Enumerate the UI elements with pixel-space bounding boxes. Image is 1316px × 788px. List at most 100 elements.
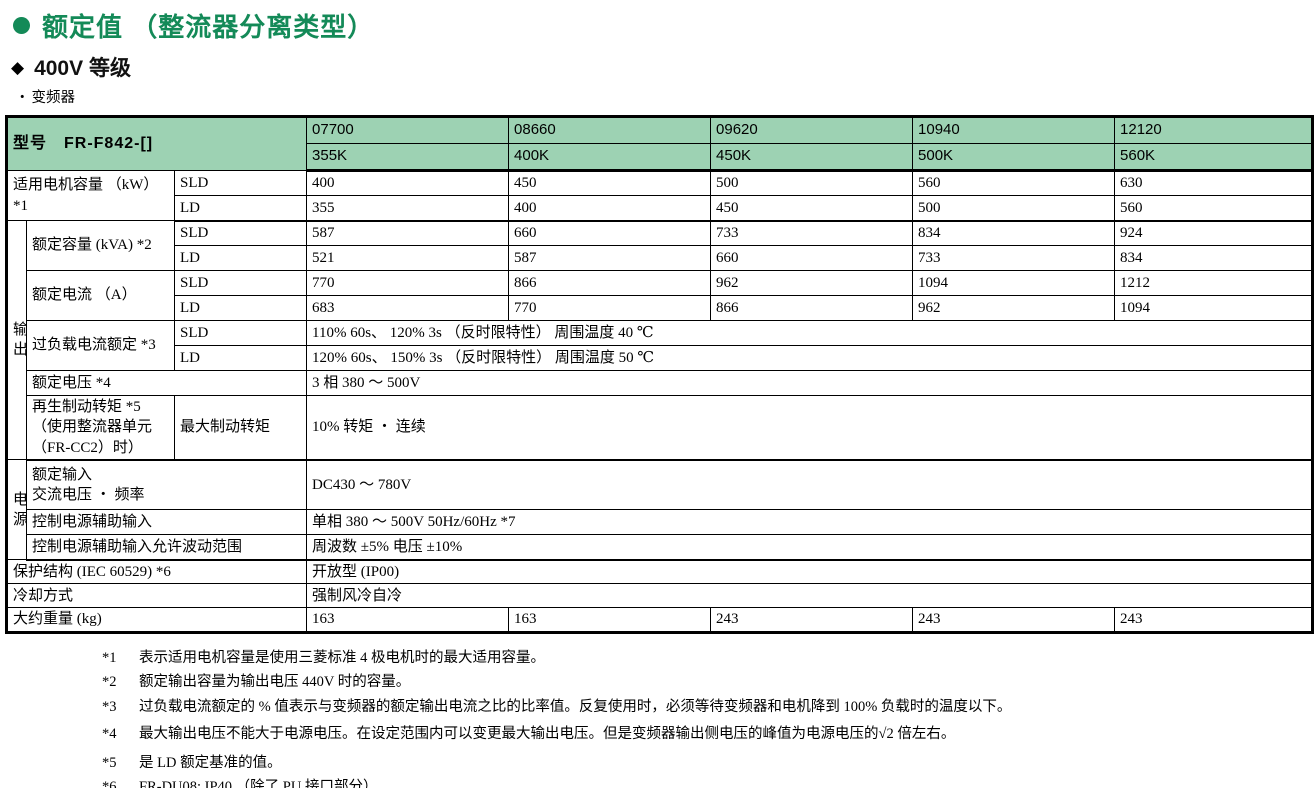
- row-rated-input: 电 源 额定输入 交流电压 ・ 频率 DC430 ～ 780V: [6, 459, 1314, 561]
- footnote-2-marker: *2: [102, 674, 117, 691]
- green-bullet-icon: [13, 16, 30, 34]
- motor-capacity-sld-3: 560: [912, 170, 1116, 196]
- footnote-6-marker: *6: [102, 779, 117, 788]
- row-control-power-fluct: 控制电源辅助输入允许波动范围 周波数 ±5% 电压 ±10%: [7, 534, 1314, 561]
- motor-capacity-ld-3: 500: [912, 195, 1116, 222]
- column-header-capacity-3: 500K: [912, 143, 1116, 172]
- footnote-6-text: FR-DU08: IP40 （除了 PU 接口部分）: [139, 779, 378, 788]
- rated-current-ld-2: 866: [710, 295, 914, 321]
- overload-ld-value: 120% 60s、 150% 3s （反时限特性） 周围温度 50 ℃: [306, 345, 1314, 371]
- row-rated-current-ld: LD 683 770 866 962 1094: [7, 295, 1314, 321]
- protection-value: 开放型 (IP00): [306, 559, 1314, 585]
- row-control-power: 控制电源辅助输入 单相 380 ～ 500V 50Hz/60Hz *7: [7, 509, 1314, 536]
- overload-label: 过负载电流额定 *3: [26, 320, 175, 371]
- control-power-fluct-label: 控制电源辅助输入允许波动范围: [25, 534, 308, 561]
- rated-input-label: 额定输入 交流电压 ・ 频率: [25, 459, 308, 511]
- page-title: 额定值 （整流器分离类型）: [42, 11, 375, 42]
- rated-capacity-sld-3: 834: [912, 220, 1116, 246]
- footnote-3: *3 过负载电流额定的 % 值表示与变频器的额定输出电流之比的比率值。反复使用时…: [102, 698, 1311, 718]
- cooling-value: 强制风冷自冷: [306, 583, 1314, 609]
- row-cooling: 冷却方式 强制风冷自冷: [5, 583, 1314, 609]
- rated-capacity-label: 额定容量 (kVA) *2: [26, 220, 175, 271]
- motor-capacity-label: 适用电机容量 （kW）*1: [6, 170, 175, 221]
- overload-sld-value: 110% 60s、 120% 3s （反时限特性） 周围温度 40 ℃: [306, 320, 1314, 346]
- row-regen-brake: 再生制动转矩 *5 （使用整流器单元 （FR-CC2）时） 最大制动转矩 10%…: [7, 394, 1314, 461]
- row-overload-ld: LD 120% 60s、 150% 3s （反时限特性） 周围温度 50 ℃: [7, 345, 1314, 371]
- overload-sld-sub: SLD: [173, 320, 308, 346]
- rated-voltage-value: 3 相 380 ～ 500V: [306, 370, 1314, 396]
- footnote-4-text: 最大输出电压不能大于电源电压。在设定范围内可以变更最大输出电压。但是变频器输出侧…: [139, 726, 956, 743]
- row-rated-current-sld: 额定电流 （A） SLD 770 866 962 1094 1212: [7, 270, 1314, 321]
- regen-brake-sub: 最大制动转矩: [173, 394, 308, 461]
- column-header-capacity-0: 355K: [306, 143, 510, 172]
- row-protection: 保护结构 (IEC 60529) *6 开放型 (IP00): [5, 559, 1314, 585]
- motor-capacity-sld-0: 400: [306, 170, 510, 196]
- weight-2: 243: [710, 607, 914, 633]
- regen-brake-label: 再生制动转矩 *5 （使用整流器单元 （FR-CC2）时）: [26, 394, 175, 461]
- device-type-label: 变频器: [31, 90, 76, 106]
- footnote-5: *5 是 LD 额定基准的值。: [102, 754, 1311, 774]
- rated-capacity-ld-sub: LD: [173, 245, 308, 271]
- control-power-fluct-value: 周波数 ±5% 电压 ±10%: [306, 534, 1314, 561]
- column-header-capacity-4: 560K: [1114, 143, 1314, 172]
- row-weight: 大约重量 (kg) 163 163 243 243 243: [5, 607, 1314, 633]
- rated-current-sld-1: 866: [508, 270, 712, 296]
- footnote-4: *4 最大输出电压不能大于电源电压。在设定范围内可以变更最大输出电压。但是变频器…: [102, 725, 1311, 745]
- rated-capacity-sld-sub: SLD: [173, 220, 308, 246]
- row-rated-voltage: 额定电压 *4 3 相 380 ～ 500V: [7, 370, 1314, 396]
- row-overload-sld: 过负载电流额定 *3 SLD 110% 60s、 120% 3s （反时限特性）…: [7, 320, 1314, 371]
- rated-capacity-sld-0: 587: [306, 220, 510, 246]
- weight-1: 163: [508, 607, 712, 633]
- footnote-3-text: 过负载电流额定的 % 值表示与变频器的额定输出电流之比的比率值。反复使用时，必须…: [139, 698, 1012, 715]
- rated-current-ld-0: 683: [306, 295, 510, 321]
- rated-capacity-sld-2: 733: [710, 220, 914, 246]
- rated-input-value: DC430 ～ 780V: [306, 459, 1314, 511]
- column-header-code-0: 07700: [306, 116, 510, 144]
- voltage-class-row: ◆ 400V 等级: [11, 54, 1311, 80]
- motor-capacity-ld-sub: LD: [173, 195, 308, 222]
- column-header-code-2: 09620: [710, 116, 914, 144]
- regen-brake-value: 10% 转矩 ・ 连续: [306, 394, 1314, 461]
- diamond-icon: ◆: [11, 57, 25, 77]
- rated-current-sld-2: 962: [710, 270, 914, 296]
- header-row-capacities: 355K 400K 450K 500K 560K: [7, 143, 1314, 172]
- control-power-value: 单相 380 ～ 500V 50Hz/60Hz *7: [306, 509, 1314, 536]
- rated-voltage-label: 额定电压 *4: [25, 370, 308, 396]
- overload-ld-sub: LD: [173, 345, 308, 371]
- motor-capacity-ld-0: 355: [306, 195, 510, 222]
- header-row-codes: 型号 FR-F842-[] 07700 08660 09620 10940 12…: [5, 116, 1314, 171]
- footnote-6: *6 FR-DU08: IP40 （除了 PU 接口部分）: [102, 778, 1311, 788]
- row-motor-capacity-sld: 适用电机容量 （kW）*1 SLD 400 450 500 560 630: [6, 170, 1314, 221]
- weight-label: 大约重量 (kg): [5, 607, 308, 633]
- motor-capacity-ld-4: 560: [1114, 195, 1314, 222]
- spec-table: 型号 FR-F842-[] 07700 08660 09620 10940 12…: [5, 115, 1315, 634]
- section-title-row: 额定值 （整流器分离类型）: [13, 10, 1311, 42]
- output-group-label: 输 出: [6, 219, 27, 461]
- column-header-capacity-1: 400K: [508, 143, 712, 172]
- dot-bullet-icon: ・: [15, 90, 30, 106]
- motor-capacity-sld-2: 500: [710, 170, 914, 196]
- rated-current-sld-sub: SLD: [173, 270, 308, 296]
- rated-current-sld-3: 1094: [912, 270, 1116, 296]
- row-motor-capacity-ld: LD 355 400 450 500 560: [7, 195, 1314, 222]
- footnotes: *1 表示适用电机容量是使用三菱标准 4 极电机时的最大适用容量。 *2 额定输…: [102, 649, 1311, 788]
- rated-current-label: 额定电流 （A）: [26, 270, 175, 321]
- footnote-2: *2 额定输出容量为输出电压 440V 时的容量。: [102, 673, 1311, 693]
- motor-capacity-sld-1: 450: [508, 170, 712, 196]
- motor-capacity-ld-2: 450: [710, 195, 914, 222]
- motor-capacity-sld-sub: SLD: [173, 170, 308, 196]
- rated-capacity-ld-1: 587: [508, 245, 712, 271]
- footnote-2-text: 额定输出容量为输出电压 440V 时的容量。: [139, 674, 411, 691]
- footnote-5-marker: *5: [102, 754, 117, 771]
- power-group-label: 电 源: [6, 459, 27, 561]
- column-header-code-1: 08660: [508, 116, 712, 144]
- rated-current-ld-sub: LD: [173, 295, 308, 321]
- rated-capacity-ld-4: 834: [1114, 245, 1314, 271]
- column-header-code-4: 12120: [1114, 116, 1314, 144]
- model-header-cell: 型号 FR-F842-[]: [5, 116, 308, 171]
- weight-0: 163: [306, 607, 510, 633]
- rated-capacity-ld-0: 521: [306, 245, 510, 271]
- row-rated-capacity-sld: 输 出 额定容量 (kVA) *2 SLD 587 660 733 834 92…: [6, 219, 1314, 461]
- rated-capacity-ld-3: 733: [912, 245, 1116, 271]
- motor-capacity-ld-1: 400: [508, 195, 712, 222]
